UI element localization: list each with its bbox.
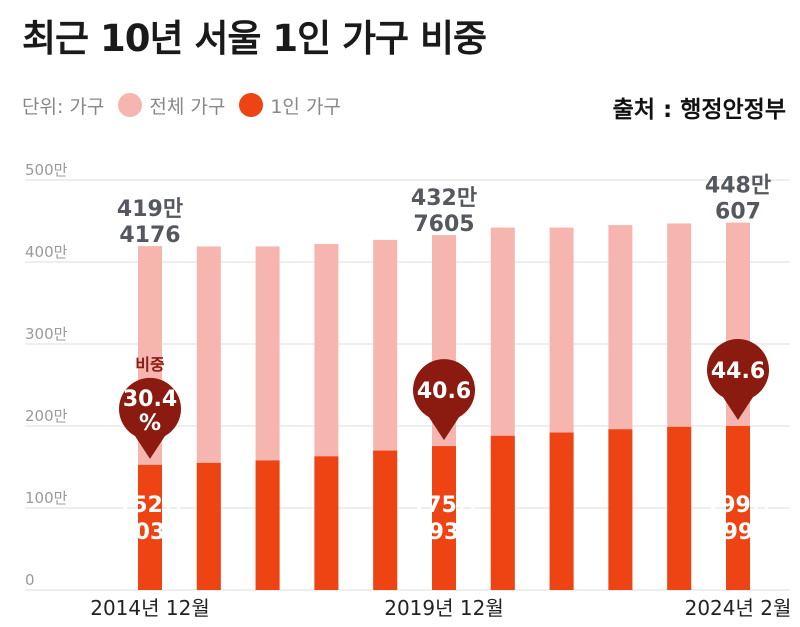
bar-single xyxy=(549,432,574,590)
y-tick-label: 300만 xyxy=(25,325,68,343)
share-value-label: 44.6 xyxy=(711,359,765,384)
total-value-label: 432만 xyxy=(411,186,477,211)
single-value-label: 6038 xyxy=(119,520,180,545)
share-pin xyxy=(707,339,769,421)
bar-single xyxy=(196,462,221,590)
legend-single-label: 1인 가구 xyxy=(270,95,341,118)
legend-total-label: 전체 가구 xyxy=(149,95,226,118)
bar-single xyxy=(314,456,339,590)
share-value-label: 40.6 xyxy=(417,379,471,404)
share-pin xyxy=(412,359,475,441)
x-tick-label: 2019년 12월 xyxy=(384,596,504,620)
chart-title: 최근 10년 서울 1인 가구 비중 xyxy=(22,17,487,60)
total-value-label: 448만 xyxy=(705,174,771,199)
share-value-label: % xyxy=(139,411,161,436)
x-tick-label: 2024년 2월 xyxy=(685,596,792,620)
y-tick-label: 500만 xyxy=(25,161,68,179)
bar-single xyxy=(726,426,750,590)
single-value-label: 4933 xyxy=(413,520,474,545)
source-label: 출처 : 행정안정부 xyxy=(612,97,786,123)
x-tick-label: 2014년 12월 xyxy=(90,596,210,620)
single-value-label: 9999 xyxy=(707,520,768,545)
y-tick-label: 100만 xyxy=(25,489,68,507)
y-tick-label: 0 xyxy=(25,571,35,589)
legend-single-swatch xyxy=(239,93,264,117)
bar-single xyxy=(138,464,162,590)
legend: 단위: 가구 전체 가구 1인 가구 xyxy=(22,90,341,120)
total-value-label: 419만 xyxy=(117,197,183,222)
single-value-label: 199만 xyxy=(705,493,771,518)
bar-single xyxy=(432,446,456,590)
y-tick-label: 200만 xyxy=(25,407,68,425)
single-value-label: 175만 xyxy=(411,493,477,518)
total-value-label: 7605 xyxy=(413,212,474,237)
bar-single xyxy=(255,460,280,590)
y-tick-label: 400만 xyxy=(25,243,68,261)
share-pin xyxy=(118,377,181,459)
share-value-label: 30.4 xyxy=(123,387,177,412)
legend-unit-label: 단위: 가구 xyxy=(22,95,105,118)
bar-single xyxy=(667,426,692,590)
single-value-label: 152만 xyxy=(117,493,183,518)
total-value-label: 4176 xyxy=(119,223,180,248)
bar-single xyxy=(608,429,633,590)
bar-single xyxy=(490,435,515,590)
total-value-label: 607 xyxy=(715,200,761,225)
share-heading: 비중 xyxy=(135,355,165,374)
legend-total-swatch xyxy=(118,93,143,117)
bar-single xyxy=(373,450,398,590)
